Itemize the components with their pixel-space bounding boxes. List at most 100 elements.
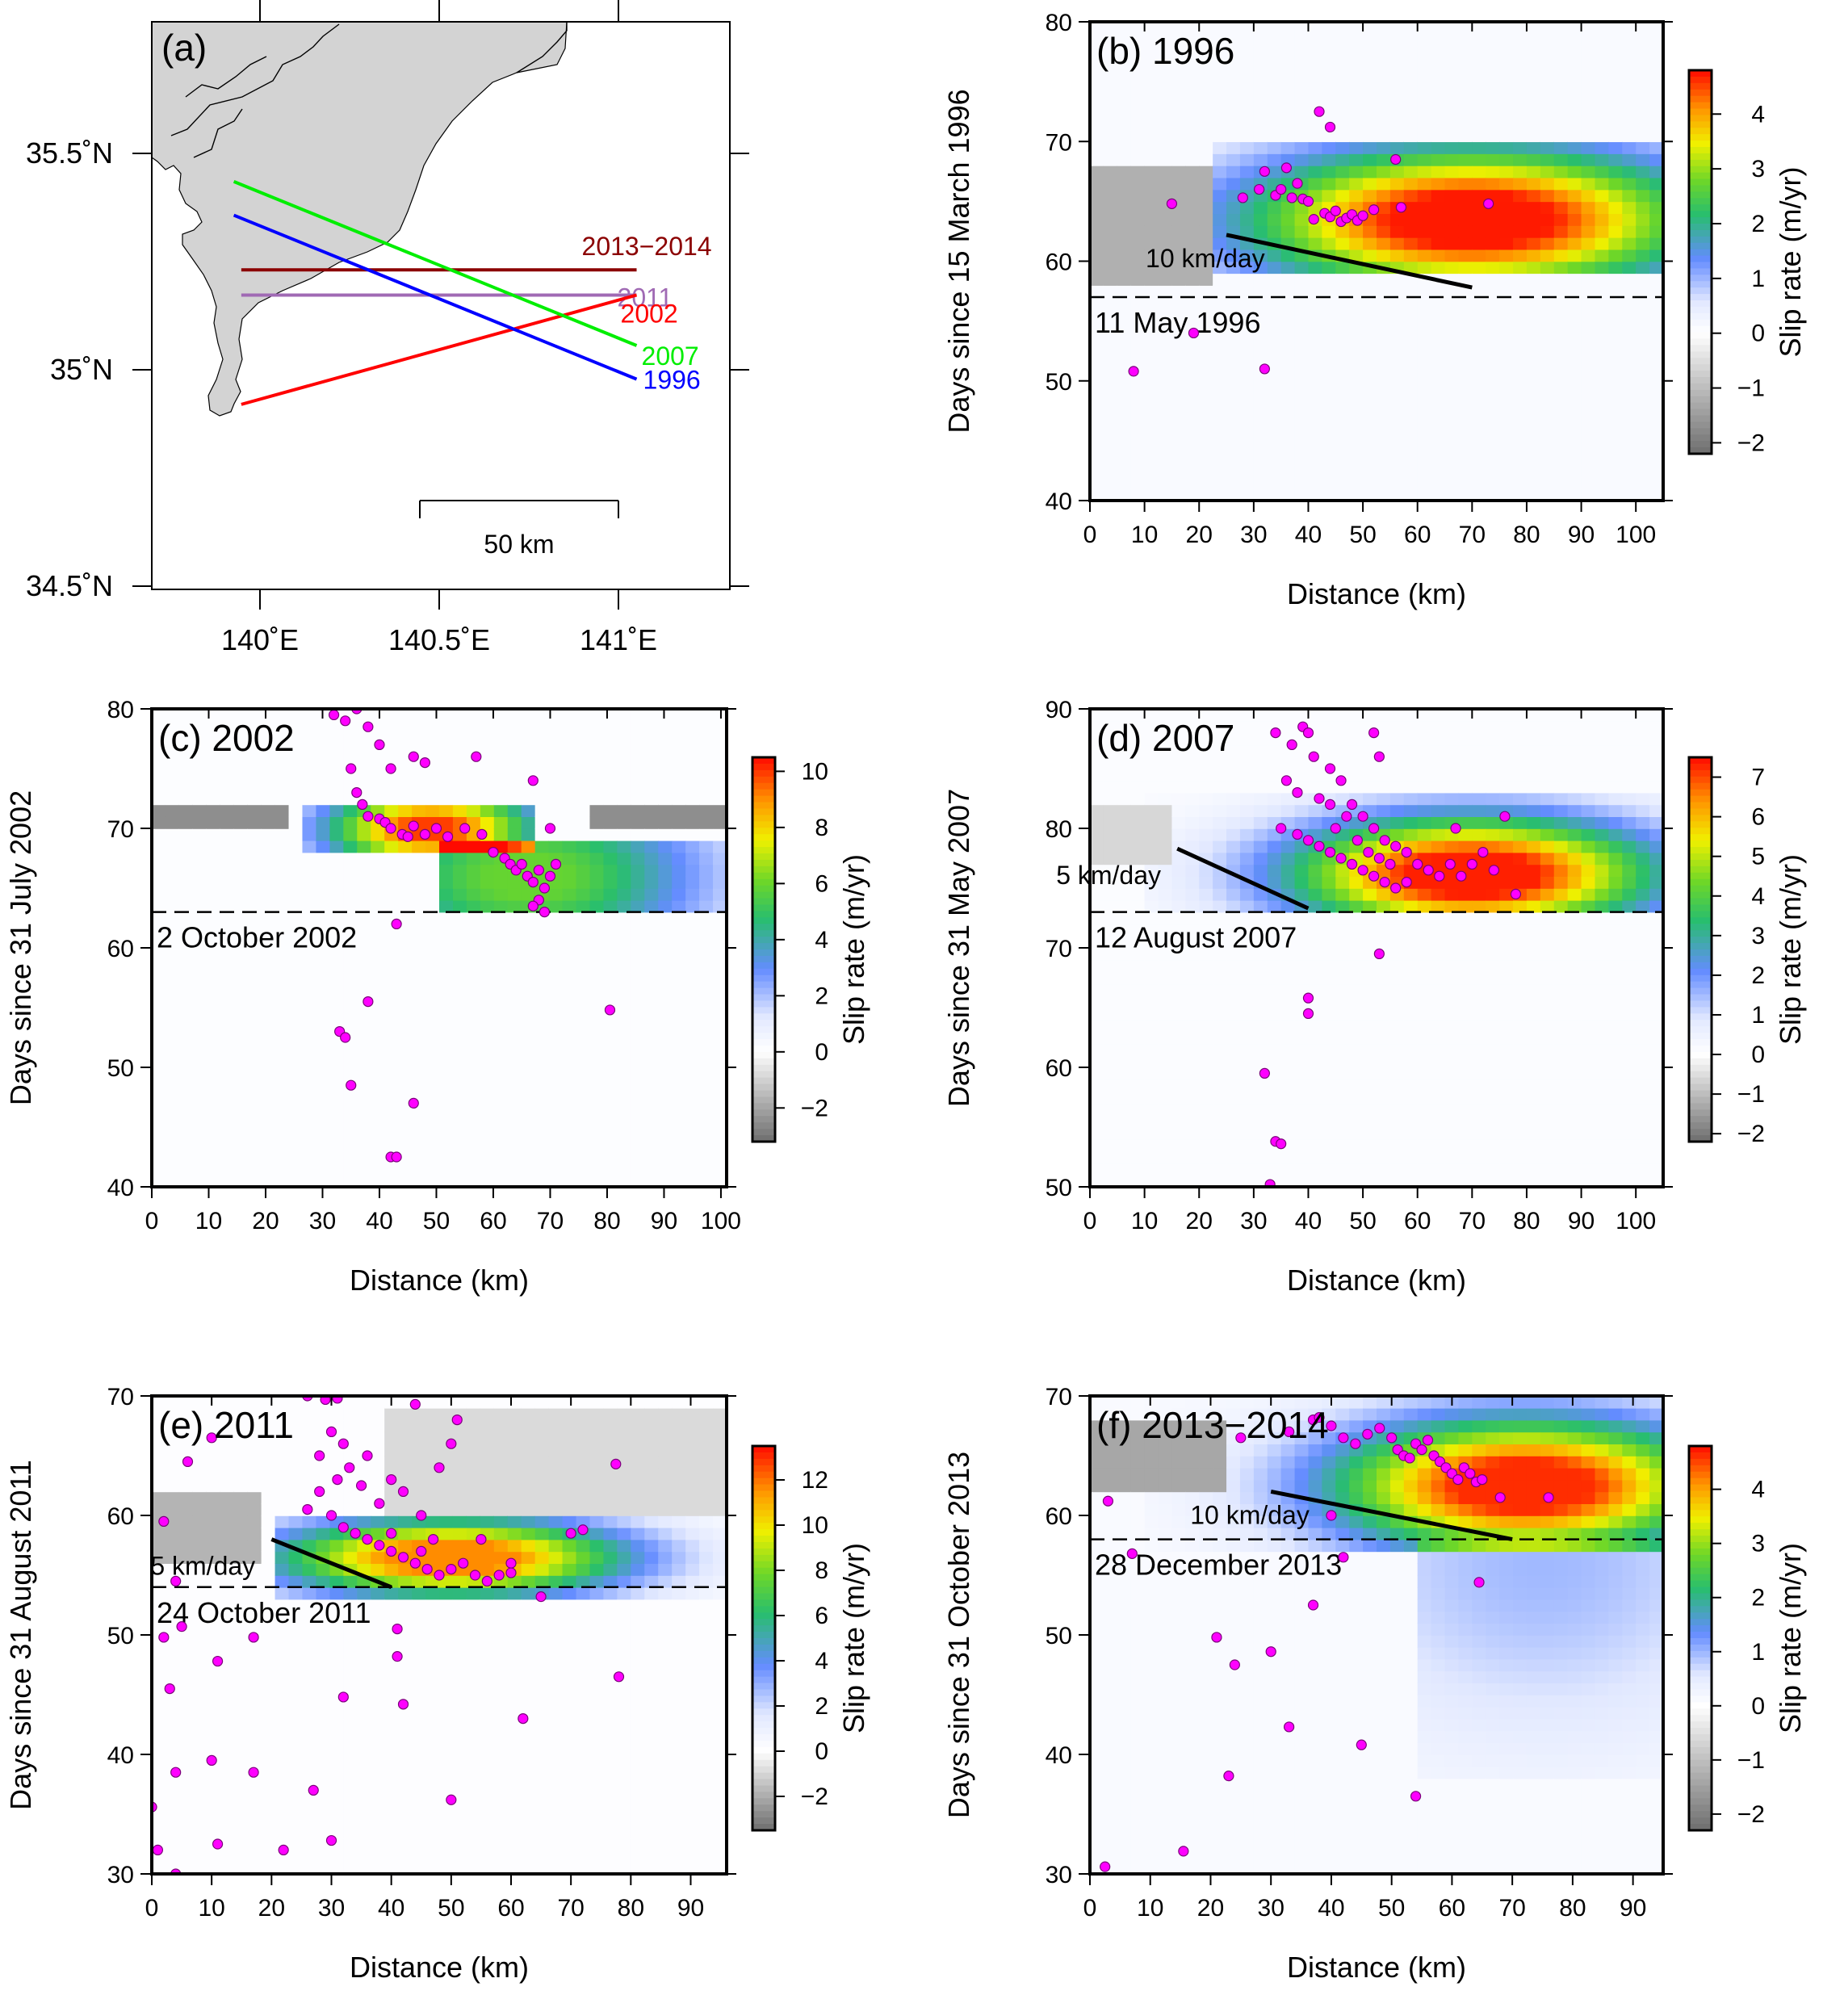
heat-cell xyxy=(589,899,605,913)
heat-cell xyxy=(1226,769,1241,782)
heat-cell xyxy=(1595,392,1610,406)
heat-cell xyxy=(1486,948,1500,961)
heat-cell xyxy=(452,840,467,853)
heat-cell xyxy=(1553,321,1569,334)
heat-cell xyxy=(302,792,317,806)
heat-cell xyxy=(1294,93,1310,107)
heat-cell xyxy=(1472,971,1487,985)
heat-cell xyxy=(1431,296,1446,310)
heat-cell xyxy=(178,1151,194,1164)
heat-cell xyxy=(480,1043,495,1056)
heat-cell xyxy=(1239,308,1255,322)
heat-cell xyxy=(1622,165,1637,178)
heat-cell xyxy=(466,1127,481,1140)
heat-cell xyxy=(1363,744,1377,757)
heat-cell xyxy=(631,912,646,925)
heat-cell xyxy=(1158,488,1173,501)
heat-cell xyxy=(1363,983,1377,996)
heat-cell xyxy=(1239,971,1255,985)
heat-cell xyxy=(1335,237,1350,250)
heat-cell xyxy=(1431,816,1446,829)
heat-cell xyxy=(1377,971,1391,985)
heat-cell xyxy=(1349,1103,1364,1116)
heat-cell xyxy=(1158,1127,1173,1140)
heat-cell xyxy=(1526,417,1541,430)
heat-cell xyxy=(1280,261,1296,275)
heat-cell xyxy=(658,948,673,961)
heat-cell xyxy=(1499,1175,1514,1187)
heat-cell xyxy=(493,1127,509,1140)
heat-cell xyxy=(1595,440,1610,454)
heat-cell xyxy=(507,1163,522,1176)
heat-cell xyxy=(1417,1067,1432,1080)
heat-cell xyxy=(1595,249,1610,262)
heat-cell xyxy=(384,936,399,949)
map-xtick-0: 140˚E xyxy=(221,623,299,656)
heat-cell xyxy=(1213,333,1227,346)
heat-cell xyxy=(261,1079,276,1092)
heat-cell xyxy=(1294,912,1310,925)
heat-cell xyxy=(1185,732,1201,746)
heat-cell xyxy=(480,924,495,937)
heat-cell xyxy=(1267,213,1282,226)
heat-cell xyxy=(493,983,509,996)
heat-cell xyxy=(1431,720,1446,734)
heat-cell xyxy=(1226,296,1241,310)
heat-cell xyxy=(1567,476,1582,489)
heat-cell xyxy=(1280,1127,1296,1140)
heat-cell xyxy=(1363,440,1377,454)
heat-cell xyxy=(1499,769,1514,782)
heat-cell xyxy=(507,769,522,782)
heat-cell xyxy=(1267,333,1282,346)
heat-cell xyxy=(1458,744,1473,757)
heat-cell xyxy=(644,1055,660,1068)
heat-cell xyxy=(1213,452,1227,466)
heat-cell xyxy=(316,804,331,817)
heat-cell xyxy=(1144,261,1159,275)
heat-cell xyxy=(302,912,317,925)
heat-cell xyxy=(1144,308,1159,322)
heat-cell xyxy=(617,1031,632,1045)
heat-cell xyxy=(247,1151,262,1164)
heat-cell xyxy=(1130,177,1146,191)
heat-cell xyxy=(1335,285,1350,298)
heat-cell xyxy=(1103,1163,1118,1176)
heat-cell xyxy=(1103,380,1118,394)
colorbar-swatch xyxy=(1689,325,1712,333)
heat-cell xyxy=(1144,1151,1159,1164)
heat-cell xyxy=(699,899,714,913)
heat-cell xyxy=(1363,1031,1377,1045)
heat-cell xyxy=(1130,57,1146,71)
heat-cell xyxy=(452,792,467,806)
heat-cell xyxy=(1417,1019,1432,1033)
heat-cell xyxy=(1389,924,1405,937)
heat-cell xyxy=(1253,924,1268,937)
heat-cell xyxy=(534,852,550,865)
heat-cell xyxy=(357,1115,372,1128)
heat-cell xyxy=(152,924,166,937)
heat-cell xyxy=(288,864,304,877)
heat-cell xyxy=(343,828,358,841)
heat-cell xyxy=(1540,285,1555,298)
heat-cell xyxy=(1294,392,1310,406)
heat-cell xyxy=(152,840,166,853)
heat-cell xyxy=(316,1043,331,1056)
heat-cell xyxy=(1431,177,1446,191)
colorbar-swatch xyxy=(752,847,775,854)
heat-cell xyxy=(1171,488,1187,501)
heat-cell xyxy=(658,995,673,1008)
heat-cell xyxy=(261,804,276,817)
heat-cell xyxy=(1403,1043,1419,1056)
x-tick-label: 60 xyxy=(1404,522,1431,548)
heat-cell xyxy=(1090,429,1104,442)
heat-cell xyxy=(1239,22,1255,35)
heat-cell xyxy=(1553,57,1569,71)
heat-cell xyxy=(357,948,372,961)
heat-cell xyxy=(1308,368,1323,382)
heat-cell xyxy=(1130,380,1146,394)
heat-cell xyxy=(1103,177,1118,191)
heat-cell xyxy=(1226,129,1241,143)
heat-cell xyxy=(302,876,317,889)
heat-cell xyxy=(699,948,714,961)
heat-cell xyxy=(152,780,166,794)
